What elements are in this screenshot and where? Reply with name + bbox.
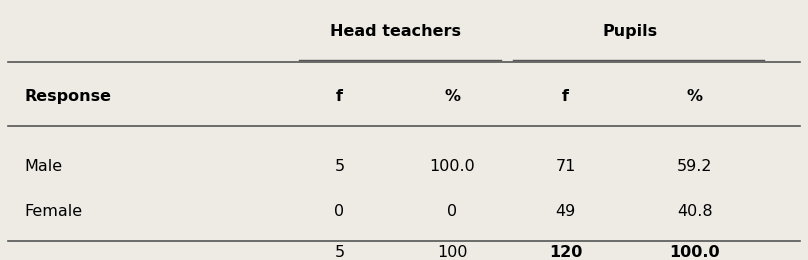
Text: Response: Response — [24, 89, 112, 104]
Text: Male: Male — [24, 159, 62, 174]
Text: 0: 0 — [335, 204, 344, 219]
Text: 59.2: 59.2 — [677, 159, 713, 174]
Text: Female: Female — [24, 204, 82, 219]
Text: Pupils: Pupils — [603, 24, 658, 39]
Text: 49: 49 — [555, 204, 576, 219]
Text: %: % — [687, 89, 703, 104]
Text: 5: 5 — [335, 159, 344, 174]
Text: 100.0: 100.0 — [430, 159, 475, 174]
Text: f: f — [562, 89, 569, 104]
Text: 120: 120 — [549, 245, 583, 260]
Text: 40.8: 40.8 — [677, 204, 713, 219]
Text: 5: 5 — [335, 245, 344, 260]
Text: Head teachers: Head teachers — [330, 24, 461, 39]
Text: 0: 0 — [448, 204, 457, 219]
Text: 71: 71 — [555, 159, 576, 174]
Text: %: % — [444, 89, 461, 104]
Text: f: f — [336, 89, 343, 104]
Text: 100.0: 100.0 — [670, 245, 720, 260]
Text: 100: 100 — [437, 245, 468, 260]
